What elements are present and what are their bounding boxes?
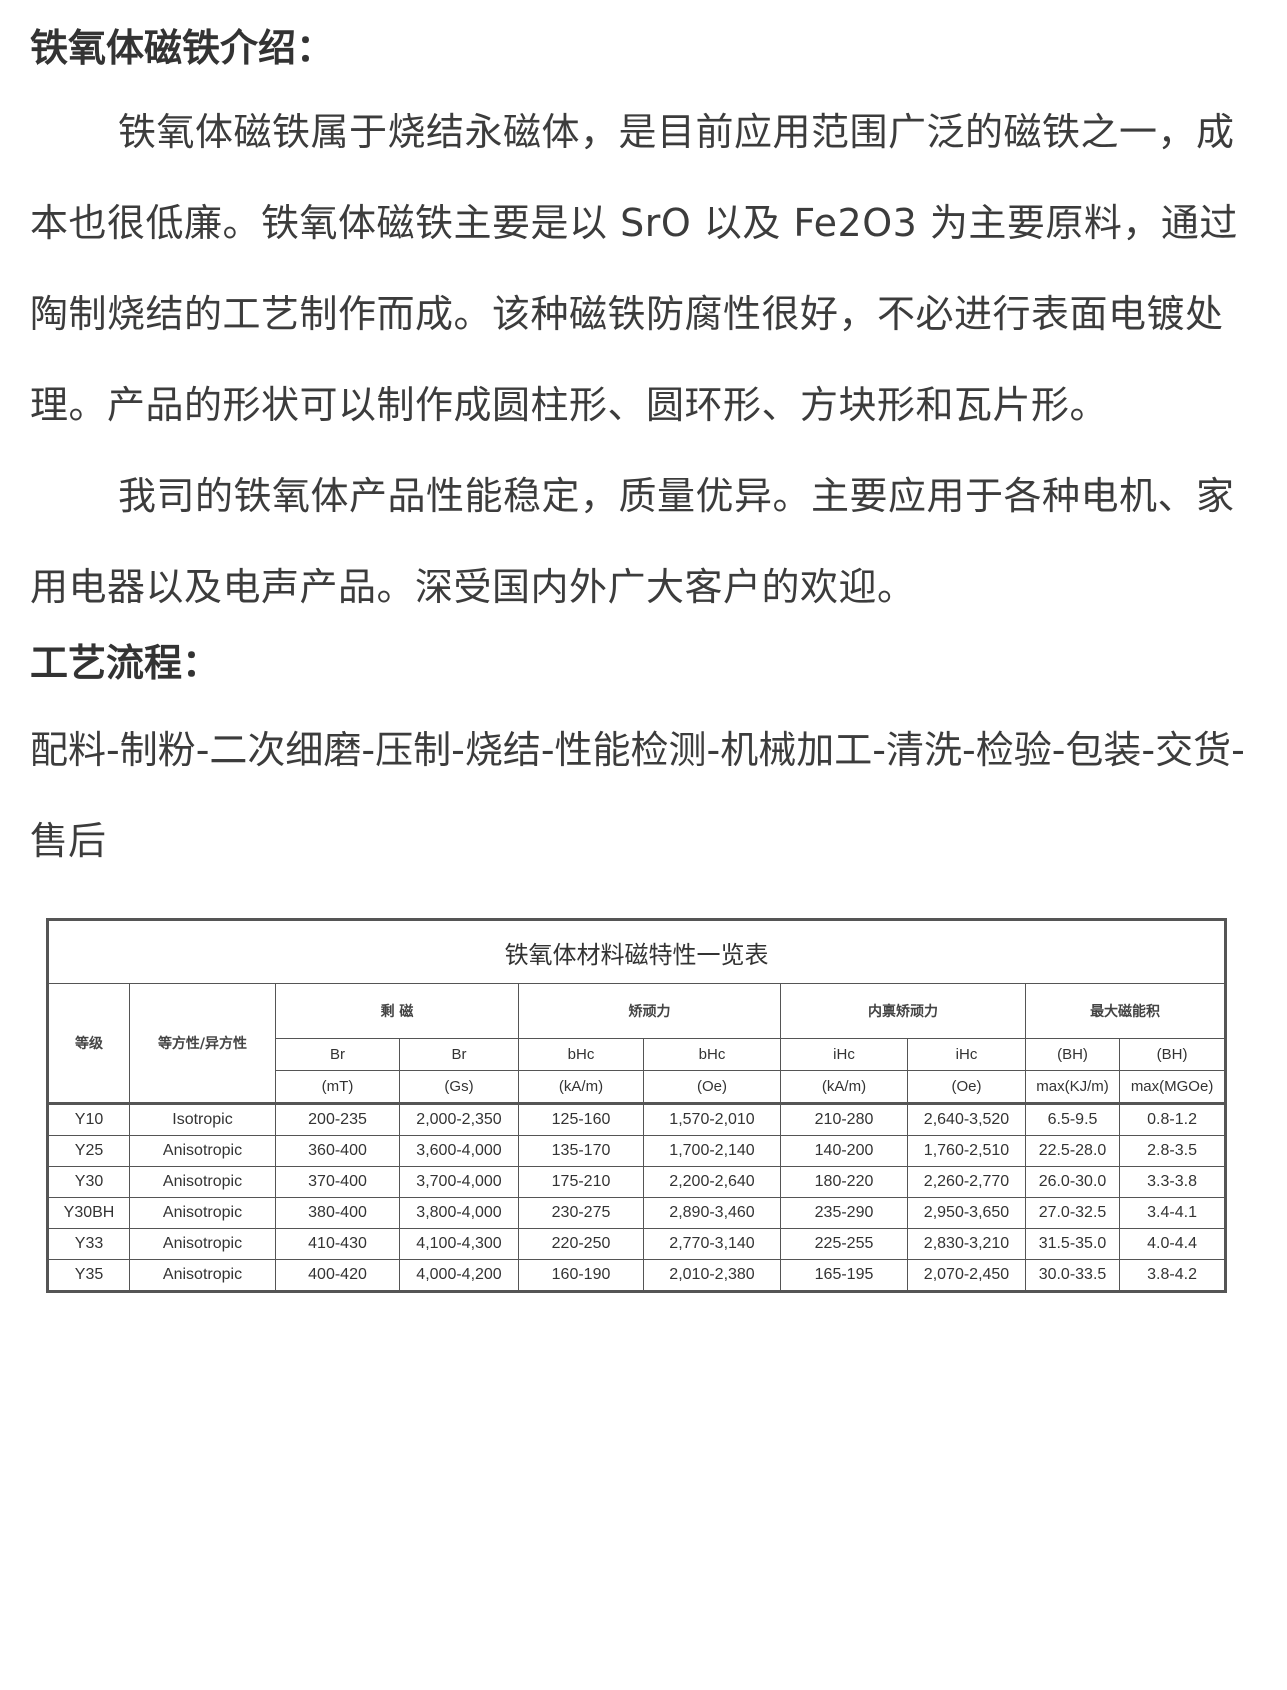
table-cell: 2.8-3.5 (1118, 1135, 1227, 1167)
subheader-cell: iHc (780, 1038, 908, 1071)
process-heading: 工艺流程： (30, 641, 221, 685)
subheader-cell: bHc (643, 1038, 781, 1071)
table-cell: 0.8-1.2 (1118, 1103, 1227, 1136)
table-cell: 22.5-28.0 (1025, 1135, 1120, 1167)
table-cell: 230-275 (518, 1197, 644, 1229)
table-row: Y30BH Anisotropic 380-400 3,800-4,000 230-27… (47, 1197, 1227, 1229)
table-cell: 2,950-3,650 (907, 1197, 1026, 1229)
table-cell: Anisotropic (129, 1135, 276, 1167)
unit-cell: (Gs) (399, 1070, 519, 1104)
header-intrinsic-coercivity: 内禀矫顽力 (780, 983, 1026, 1039)
table-cell: 175-210 (518, 1166, 644, 1198)
table-cell: 2,000-2,350 (399, 1103, 519, 1136)
unit-cell: (Oe) (643, 1070, 781, 1104)
table-cell: 360-400 (275, 1135, 400, 1167)
table-cell: 3.8-4.2 (1118, 1259, 1227, 1292)
subheader-cell: bHc (518, 1038, 644, 1071)
table-cell: 140-200 (780, 1135, 908, 1167)
table-cell: Y35 (47, 1259, 130, 1292)
table-cell: Y25 (47, 1135, 130, 1167)
unit-cell: (kA/m) (780, 1070, 908, 1104)
table-cell: 225-255 (780, 1228, 908, 1260)
unit-cell: (mT) (275, 1070, 400, 1104)
process-steps: 配料-制粉-二次细磨-压制-烧结-性能检测-机械加工-清洗-检验-包装-交货-售… (30, 728, 1245, 863)
table-cell: 160-190 (518, 1259, 644, 1292)
table-row: Y10 Isotropic 200-235 2,000-2,350 125-160 1,5… (47, 1103, 1227, 1136)
table-cell: Anisotropic (129, 1166, 276, 1198)
subheader-cell: (BH) (1118, 1038, 1227, 1071)
header-type: 等方性/异方性 (129, 983, 276, 1104)
table-cell: 235-290 (780, 1197, 908, 1229)
table-cell: 31.5-35.0 (1025, 1228, 1120, 1260)
table-cell: Anisotropic (129, 1259, 276, 1292)
table-cell: 26.0-30.0 (1025, 1166, 1120, 1198)
table-cell: Y33 (47, 1228, 130, 1260)
table-cell: 200-235 (275, 1103, 400, 1136)
table-cell: 3,800-4,000 (399, 1197, 519, 1229)
subheader-cell: Br (275, 1038, 400, 1071)
table-row: Y30 Anisotropic 370-400 3,700-4,000 175-210 2… (47, 1166, 1227, 1198)
table-cell: 3,600-4,000 (399, 1135, 519, 1167)
table-cell: 3.3-3.8 (1118, 1166, 1227, 1198)
table-row: Y33 Anisotropic 410-430 4,100-4,300 220-250 2… (47, 1228, 1227, 1260)
table-cell: 2,770-3,140 (643, 1228, 781, 1260)
table-cell: 1,570-2,010 (643, 1103, 781, 1136)
table-cell: 4,100-4,300 (399, 1228, 519, 1260)
table-cell: 180-220 (780, 1166, 908, 1198)
subheader-cell: Br (399, 1038, 519, 1071)
table-cell: 2,010-2,380 (643, 1259, 781, 1292)
table-cell: 380-400 (275, 1197, 400, 1229)
table-cell: Anisotropic (129, 1197, 276, 1229)
table-cell: 4.0-4.4 (1118, 1228, 1227, 1260)
table-cell: 135-170 (518, 1135, 644, 1167)
table-cell: 30.0-33.5 (1025, 1259, 1120, 1292)
table-cell: 1,700-2,140 (643, 1135, 781, 1167)
table-cell: 2,890-3,460 (643, 1197, 781, 1229)
table-cell: 2,260-2,770 (907, 1166, 1026, 1198)
table-cell: Y30BH (47, 1197, 130, 1229)
header-coercivity: 矫顽力 (518, 983, 781, 1039)
header-remanence: 剩 磁 (275, 983, 519, 1039)
intro-paragraph-2: 我司的铁氧体产品性能稳定，质量优异。主要应用于各种电机、家用电器以及电声产品。深… (30, 474, 1235, 609)
subheader-cell: (BH) (1025, 1038, 1120, 1071)
intro-paragraph-1: 铁氧体磁铁属于烧结永磁体，是目前应用范围广泛的磁铁之一，成本也很低廉。铁氧体磁铁… (30, 110, 1238, 427)
table-cell: 1,760-2,510 (907, 1135, 1026, 1167)
table-cell: 4,000-4,200 (399, 1259, 519, 1292)
table-cell: Y10 (47, 1103, 130, 1136)
table-cell: 27.0-32.5 (1025, 1197, 1120, 1229)
table-cell: 6.5-9.5 (1025, 1103, 1120, 1136)
table-cell: 2,640-3,520 (907, 1103, 1026, 1136)
table-cell: 125-160 (518, 1103, 644, 1136)
table-cell: 2,070-2,450 (907, 1259, 1026, 1292)
table-cell: 2,200-2,640 (643, 1166, 781, 1198)
table-cell: 410-430 (275, 1228, 400, 1260)
ferrite-properties-table: 铁氧体材料磁特性一览表 等级 等方性/异方性 剩 磁 矫顽力 内禀矫顽力 最大磁… (46, 918, 1228, 1293)
intro-heading: 铁氧体磁铁介绍： (30, 26, 335, 70)
unit-cell: max(KJ/m) (1025, 1070, 1120, 1104)
table-row: Y35 Anisotropic 400-420 4,000-4,200 160-190 2… (47, 1259, 1227, 1292)
unit-cell: max(MGOe) (1118, 1070, 1227, 1104)
unit-cell: (Oe) (907, 1070, 1026, 1104)
table-cell: 210-280 (780, 1103, 908, 1136)
table-cell: 2,830-3,210 (907, 1228, 1026, 1260)
table-cell: Isotropic (129, 1103, 276, 1136)
table-title: 铁氧体材料磁特性一览表 (46, 919, 1227, 984)
table-cell: 370-400 (275, 1166, 400, 1198)
table-cell: 3.4-4.1 (1118, 1197, 1227, 1229)
table-cell: 400-420 (275, 1259, 400, 1292)
table-cell: 3,700-4,000 (399, 1166, 519, 1198)
table-row: Y25 Anisotropic 360-400 3,600-4,000 135-170 1… (47, 1135, 1227, 1167)
table-cell: 220-250 (518, 1228, 644, 1260)
subheader-cell: iHc (907, 1038, 1026, 1071)
unit-cell: (kA/m) (518, 1070, 644, 1104)
table-cell: Anisotropic (129, 1228, 276, 1260)
table-cell: 165-195 (780, 1259, 908, 1292)
header-max-energy-product: 最大磁能积 (1024, 983, 1227, 1039)
header-grade: 等级 (47, 983, 130, 1104)
article-content: 铁氧体磁铁介绍： 铁氧体磁铁属于烧结永磁体，是目前应用范围广泛的磁铁之一，成本也… (30, 18, 1255, 887)
table-cell: Y30 (47, 1166, 130, 1198)
